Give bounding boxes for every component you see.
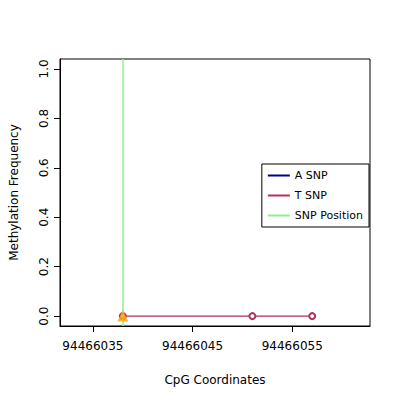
- svg-text:94466045: 94466045: [162, 339, 223, 353]
- svg-text:A SNP: A SNP: [295, 169, 328, 182]
- svg-text:94466055: 94466055: [262, 339, 323, 353]
- svg-text:94466035: 94466035: [62, 339, 123, 353]
- svg-text:T SNP: T SNP: [294, 189, 327, 202]
- svg-text:0.2: 0.2: [37, 257, 51, 276]
- svg-text:1.0: 1.0: [37, 59, 51, 78]
- svg-text:SNP Position: SNP Position: [295, 209, 363, 222]
- svg-text:0.6: 0.6: [37, 158, 51, 177]
- svg-text:Methylation Frequency: Methylation Frequency: [7, 124, 21, 261]
- svg-text:0.8: 0.8: [37, 109, 51, 128]
- svg-text:CpG Coordinates: CpG Coordinates: [164, 373, 265, 387]
- svg-text:0.0: 0.0: [37, 307, 51, 326]
- svg-text:0.4: 0.4: [37, 208, 51, 227]
